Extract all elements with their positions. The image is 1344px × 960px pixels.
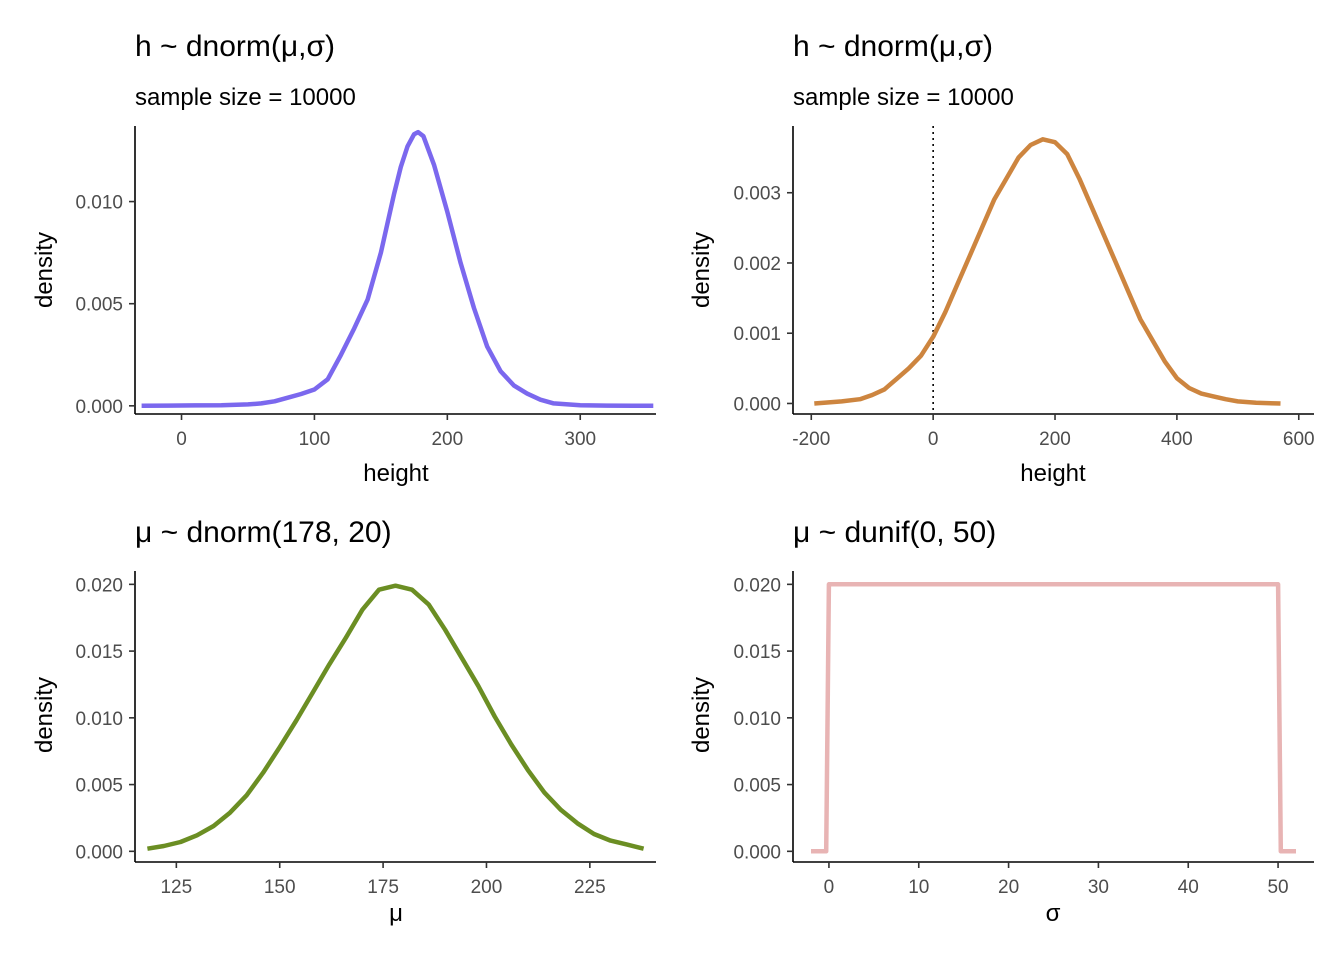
panel-4-plot: 0 10 20 30 40 50 0.000 0.005 0.010 0.015 0.020: [733, 571, 1314, 898]
panel-1-title: h ~ dnorm(μ,σ): [135, 30, 335, 63]
panel-2-plot: -200 0 200 400 600 0.000 0.001 0.002 0.003: [733, 126, 1315, 450]
panel-4: μ ~ dunif(0, 50) 0 10 20 30 40 50 0.000 0.005 0.…: [688, 516, 1314, 927]
x-tick-label: 20: [998, 877, 1019, 898]
y-tick-label: 0.000: [75, 397, 123, 418]
x-tick-label: 0: [928, 429, 939, 450]
x-tick-label: 10: [908, 877, 929, 898]
y-tick-label: 0.000: [733, 394, 781, 415]
x-tick-label: 50: [1267, 877, 1288, 898]
panel-4-title: μ ~ dunif(0, 50): [793, 516, 996, 549]
x-tick-label: 600: [1283, 429, 1315, 450]
x-tick-label: 0: [824, 877, 835, 898]
x-tick-label: 225: [574, 877, 606, 898]
x-tick-label: 150: [264, 877, 296, 898]
y-tick-label: 0.000: [733, 842, 781, 863]
x-tick-label: 40: [1178, 877, 1199, 898]
x-tick-label: 30: [1088, 877, 1109, 898]
y-tick-label: 0.003: [733, 184, 781, 205]
density-curve: [147, 583, 645, 851]
panel-4-x-axis-title: σ: [1046, 900, 1061, 927]
x-tick-label: 300: [564, 429, 596, 450]
y-tick-label: 0.005: [75, 776, 123, 797]
y-tick-label: 0.010: [75, 709, 123, 730]
y-tick-label: 0.002: [733, 254, 781, 275]
y-tick-label: 0.001: [733, 324, 781, 345]
x-tick-label: -200: [792, 429, 830, 450]
x-tick-label: 100: [299, 429, 331, 450]
y-tick-label: 0.010: [733, 709, 781, 730]
y-tick-label: 0.005: [733, 776, 781, 797]
panel-1-x-axis-title: height: [363, 460, 429, 487]
y-tick-label: 0.015: [75, 642, 123, 663]
y-tick-label: 0.000: [75, 842, 123, 863]
x-tick-label: 0: [176, 429, 187, 450]
panel-3-x-axis-title: μ: [389, 900, 403, 927]
x-tick-label: 175: [367, 877, 399, 898]
panel-2-y-axis-title: density: [688, 232, 715, 308]
panel-3-y-axis-title: density: [31, 677, 58, 753]
y-tick-label: 0.015: [733, 642, 781, 663]
panel-1-plot: 0 100 200 300 0.000 0.005 0.010: [75, 126, 656, 450]
panel-1: h ~ dnorm(μ,σ) sample size = 10000 0 100 2…: [31, 30, 656, 487]
y-tick-label: 0.020: [75, 575, 123, 596]
x-tick-label: 125: [160, 877, 192, 898]
density-curve: [141, 129, 654, 409]
density-curve: [814, 137, 1281, 406]
panel-2: h ~ dnorm(μ,σ) sample size = 10000 -200 0…: [688, 30, 1315, 487]
panel-3-plot: 125 150 175 200 225 0.000 0.005 0.010 0.015 0.020: [75, 571, 656, 898]
x-tick-label: 200: [431, 429, 463, 450]
panel-3-title: μ ~ dnorm(178, 20): [135, 516, 392, 549]
panel-3: μ ~ dnorm(178, 20) 125 150 175 200 225 0.000 0…: [31, 516, 656, 927]
x-tick-label: 200: [471, 877, 503, 898]
panel-1-subtitle: sample size = 10000: [135, 84, 356, 111]
density-curve: [811, 582, 1296, 854]
y-tick-label: 0.005: [75, 295, 123, 316]
y-tick-label: 0.020: [733, 575, 781, 596]
panel-2-subtitle: sample size = 10000: [793, 84, 1014, 111]
panel-2-x-axis-title: height: [1020, 460, 1086, 487]
panel-1-y-axis-title: density: [31, 232, 58, 308]
panel-4-y-axis-title: density: [688, 677, 715, 753]
panel-2-title: h ~ dnorm(μ,σ): [793, 30, 993, 63]
x-tick-label: 200: [1039, 429, 1071, 450]
y-tick-label: 0.010: [75, 193, 123, 214]
x-tick-label: 400: [1161, 429, 1193, 450]
